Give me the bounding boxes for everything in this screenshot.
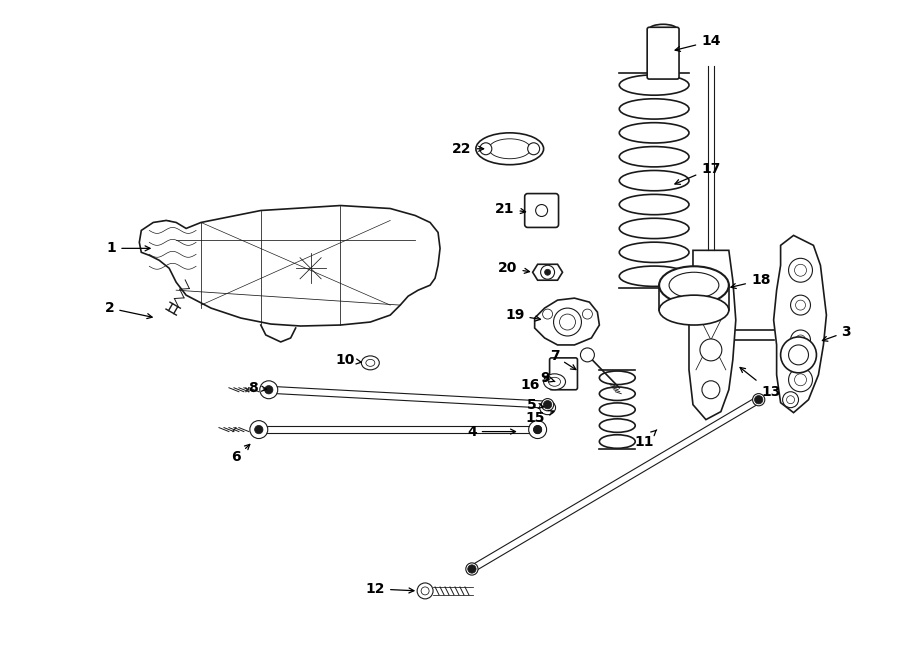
Circle shape	[161, 225, 171, 235]
Circle shape	[265, 385, 273, 394]
Polygon shape	[689, 251, 736, 420]
Polygon shape	[140, 206, 440, 326]
Text: 19: 19	[505, 308, 541, 322]
Text: 9: 9	[540, 371, 555, 385]
Circle shape	[795, 264, 806, 276]
Circle shape	[783, 392, 798, 408]
Text: 21: 21	[495, 202, 526, 215]
Text: 10: 10	[336, 353, 361, 367]
Circle shape	[754, 395, 763, 404]
Circle shape	[544, 269, 551, 275]
Ellipse shape	[366, 360, 374, 366]
FancyBboxPatch shape	[550, 358, 578, 390]
Circle shape	[417, 583, 433, 599]
Circle shape	[795, 374, 806, 386]
Circle shape	[788, 345, 808, 365]
Circle shape	[534, 426, 542, 434]
Circle shape	[544, 401, 552, 409]
Circle shape	[788, 368, 813, 392]
Circle shape	[421, 587, 429, 595]
Circle shape	[480, 143, 491, 155]
Circle shape	[255, 426, 263, 434]
Text: 1: 1	[106, 241, 150, 255]
Ellipse shape	[466, 563, 478, 575]
Text: 8: 8	[248, 381, 266, 395]
Ellipse shape	[649, 24, 677, 34]
Text: 6: 6	[231, 444, 250, 465]
Circle shape	[700, 339, 722, 361]
Ellipse shape	[542, 399, 554, 410]
Circle shape	[543, 309, 553, 319]
Circle shape	[780, 337, 816, 373]
Ellipse shape	[669, 272, 719, 298]
FancyBboxPatch shape	[647, 27, 679, 79]
Text: 5: 5	[526, 398, 544, 412]
Circle shape	[534, 426, 542, 434]
Circle shape	[536, 204, 547, 217]
Circle shape	[250, 420, 268, 438]
Circle shape	[414, 229, 426, 241]
Circle shape	[560, 314, 575, 330]
Text: 2: 2	[104, 301, 152, 319]
Ellipse shape	[540, 401, 555, 414]
Ellipse shape	[549, 377, 561, 386]
Circle shape	[468, 564, 476, 573]
Circle shape	[541, 265, 554, 279]
Circle shape	[700, 279, 722, 301]
Circle shape	[796, 300, 806, 310]
Circle shape	[787, 396, 795, 404]
FancyBboxPatch shape	[525, 194, 559, 227]
Ellipse shape	[659, 266, 729, 304]
Ellipse shape	[476, 133, 544, 165]
Polygon shape	[533, 264, 562, 280]
Text: 7: 7	[550, 349, 576, 369]
Circle shape	[260, 381, 278, 399]
Ellipse shape	[659, 295, 729, 325]
Text: 17: 17	[675, 162, 721, 184]
Circle shape	[412, 253, 428, 268]
Circle shape	[582, 309, 592, 319]
Circle shape	[410, 225, 431, 247]
Circle shape	[788, 258, 813, 282]
Ellipse shape	[489, 139, 531, 159]
Circle shape	[554, 308, 581, 336]
Ellipse shape	[253, 424, 265, 436]
Circle shape	[416, 256, 424, 264]
Ellipse shape	[544, 374, 565, 390]
Circle shape	[790, 295, 811, 315]
Text: 3: 3	[823, 325, 851, 341]
Text: 18: 18	[731, 273, 770, 288]
Text: 11: 11	[634, 430, 657, 449]
Text: 15: 15	[526, 410, 554, 424]
Ellipse shape	[263, 383, 274, 396]
Circle shape	[796, 335, 806, 345]
Circle shape	[790, 330, 811, 350]
Text: 22: 22	[452, 141, 483, 156]
Text: 12: 12	[365, 582, 414, 596]
Ellipse shape	[532, 424, 544, 436]
Circle shape	[157, 221, 176, 241]
Text: 13: 13	[740, 368, 780, 399]
Circle shape	[580, 348, 594, 362]
Ellipse shape	[752, 393, 765, 406]
Polygon shape	[535, 298, 599, 345]
Text: 4: 4	[467, 424, 516, 438]
Circle shape	[528, 420, 546, 438]
Circle shape	[527, 143, 540, 155]
Ellipse shape	[362, 356, 379, 370]
Text: 14: 14	[675, 34, 721, 52]
Polygon shape	[774, 235, 826, 412]
Text: 16: 16	[520, 376, 549, 392]
Circle shape	[702, 381, 720, 399]
Text: 20: 20	[498, 261, 529, 275]
